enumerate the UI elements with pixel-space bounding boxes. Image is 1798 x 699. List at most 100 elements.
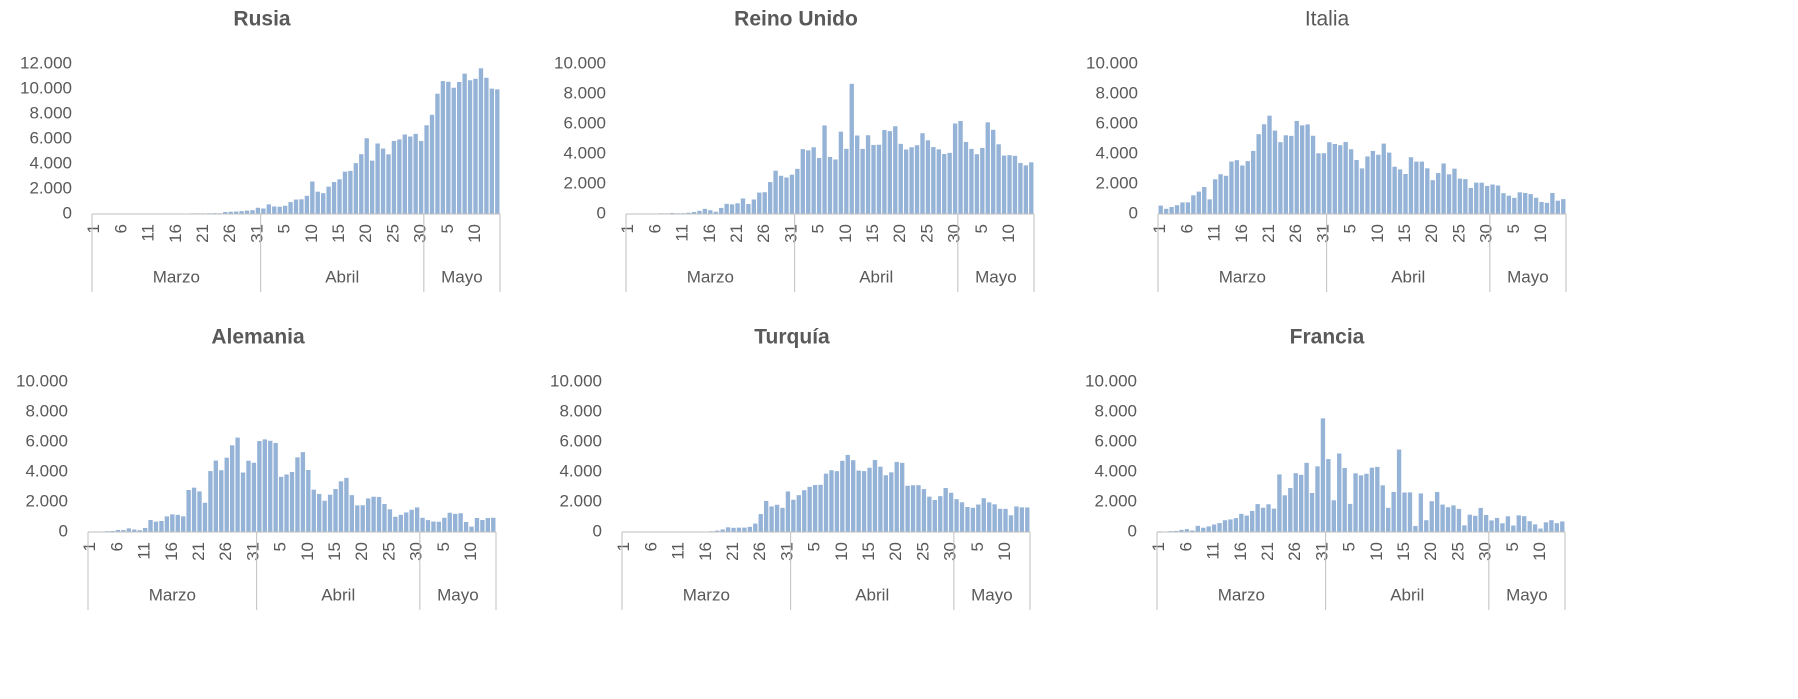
bar (753, 523, 758, 532)
bar (359, 154, 364, 214)
bar (942, 154, 947, 214)
bar (262, 439, 267, 532)
bar (371, 496, 376, 532)
bar (414, 507, 420, 532)
bar (1500, 523, 1505, 532)
bar (1277, 474, 1282, 532)
x-tick-label: 11 (673, 224, 692, 242)
bar (337, 179, 342, 214)
bar (1429, 501, 1434, 532)
x-tick-label: 10 (1531, 224, 1550, 243)
bar (233, 211, 239, 214)
x-tick-label: 26 (216, 542, 235, 561)
bar (1381, 143, 1386, 214)
bar (1283, 135, 1289, 214)
x-tick-label: 31 (247, 224, 266, 243)
chart-panel: Rusia 0 2.000 4.000 6.000 8.000 10.000 12.000 1 6… (20, 8, 501, 292)
bar (812, 484, 818, 532)
bar (1544, 202, 1550, 214)
bar (1211, 524, 1217, 532)
bar (1414, 161, 1419, 214)
y-tick-label: 6.000 (25, 431, 68, 450)
bar (816, 157, 822, 214)
bar (1348, 149, 1354, 214)
bar (976, 504, 981, 532)
bar (833, 159, 838, 214)
bar (735, 203, 740, 214)
bar (965, 506, 970, 532)
bar (931, 147, 936, 214)
bar (391, 140, 397, 214)
bar (213, 460, 219, 532)
bar (1550, 192, 1555, 214)
x-tick-label: 30 (1477, 224, 1496, 243)
bar (769, 506, 774, 532)
bar (1397, 169, 1403, 214)
bar (1029, 162, 1034, 214)
bar (1516, 515, 1521, 532)
bar (871, 144, 876, 214)
x-tick-label: 20 (352, 542, 371, 561)
bar (1523, 192, 1528, 214)
bar (887, 131, 893, 214)
bar (365, 498, 371, 532)
bar (1223, 175, 1229, 214)
x-tick-label: 10 (461, 542, 480, 561)
bar (1245, 161, 1250, 214)
x-tick-label: 6 (111, 224, 130, 233)
bar (899, 462, 905, 532)
bar (229, 445, 235, 532)
bar (1233, 518, 1239, 532)
bar (936, 149, 941, 214)
bar (991, 129, 996, 214)
bar (1494, 517, 1500, 532)
x-tick-label: 10 (1368, 224, 1387, 243)
bar (1560, 521, 1565, 532)
x-tick-label: 16 (162, 542, 181, 561)
bar (485, 518, 491, 532)
bar (1554, 523, 1560, 532)
bar (331, 182, 337, 214)
x-tick-label: 21 (723, 542, 742, 561)
bar (480, 520, 485, 532)
bar (137, 530, 142, 532)
bar (800, 149, 805, 214)
bar (1025, 507, 1030, 532)
bar (970, 507, 976, 532)
bar (1299, 125, 1305, 214)
x-tick-label: 1 (1149, 542, 1168, 551)
bar (1538, 528, 1543, 532)
chart-title: Alemania (211, 326, 305, 349)
y-tick-label: 8.000 (1095, 83, 1138, 102)
bar (806, 150, 811, 214)
bar (369, 160, 375, 214)
bar (1343, 141, 1348, 214)
bar (773, 170, 778, 214)
bar (1528, 194, 1533, 214)
bar (1403, 173, 1408, 214)
bar (126, 528, 131, 532)
x-tick-label: 6 (645, 224, 664, 233)
bar (780, 507, 785, 532)
bar (397, 139, 402, 214)
y-tick-label: 0 (63, 203, 72, 222)
bar (865, 135, 871, 214)
bar (921, 489, 927, 532)
bar (1468, 187, 1473, 214)
x-tick-label: 5 (271, 542, 290, 551)
bar (1250, 510, 1255, 532)
bar (1234, 160, 1240, 214)
bar (980, 147, 985, 214)
bar (251, 462, 257, 532)
bar (272, 206, 277, 214)
x-tick-label: 26 (754, 224, 773, 243)
bar (293, 199, 299, 214)
group-label: Mayo (1506, 585, 1548, 604)
bar (473, 78, 478, 214)
y-tick-label: 6.000 (563, 113, 606, 132)
y-tick-label: 4.000 (25, 461, 68, 480)
bar (1320, 418, 1326, 532)
bar (872, 459, 878, 532)
bar (997, 508, 1003, 532)
